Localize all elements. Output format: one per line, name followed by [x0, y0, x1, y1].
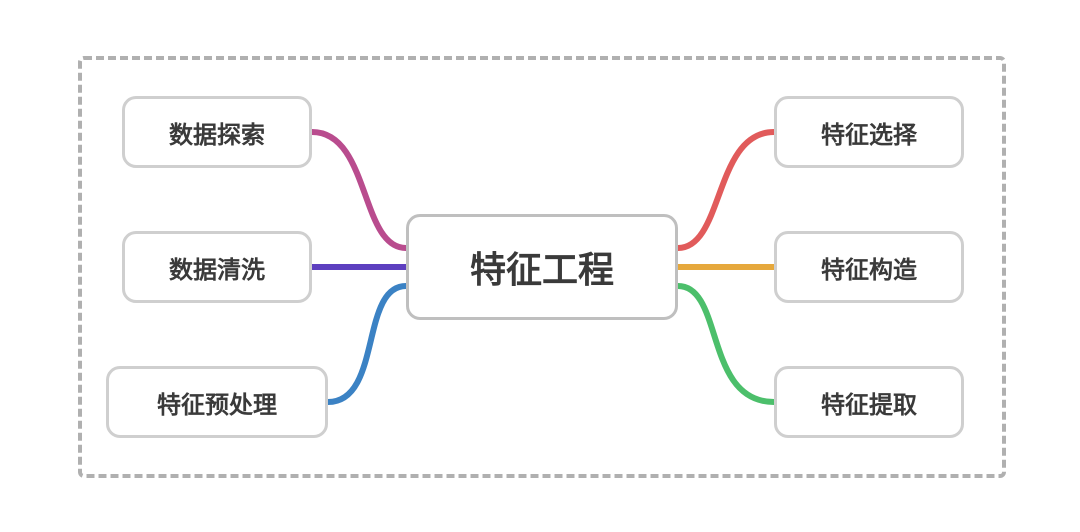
leaf-label: 数据清洗 — [169, 250, 265, 285]
leaf-node-right-top: 特征选择 — [774, 96, 964, 168]
leaf-label: 特征提取 — [821, 385, 917, 420]
leaf-node-right-bot: 特征提取 — [774, 366, 964, 438]
leaf-node-left-bot: 特征预处理 — [106, 366, 328, 438]
leaf-node-left-mid: 数据清洗 — [122, 231, 312, 303]
leaf-node-left-top: 数据探索 — [122, 96, 312, 168]
center-node: 特征工程 — [406, 214, 678, 320]
leaf-label: 特征构造 — [821, 250, 917, 285]
leaf-label: 特征预处理 — [157, 385, 277, 420]
center-label: 特征工程 — [470, 241, 614, 293]
leaf-label: 数据探索 — [169, 115, 265, 150]
leaf-label: 特征选择 — [821, 115, 917, 150]
leaf-node-right-mid: 特征构造 — [774, 231, 964, 303]
